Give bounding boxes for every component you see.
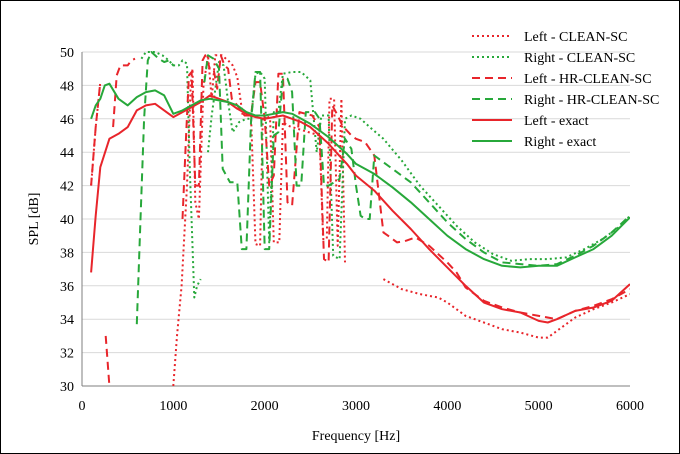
y-tick-label: 36 bbox=[60, 280, 74, 295]
series-line bbox=[90, 94, 630, 324]
series-line bbox=[104, 335, 111, 387]
series-line bbox=[90, 81, 102, 186]
y-tick-label: 46 bbox=[60, 113, 74, 128]
x-tick-label: 5000 bbox=[525, 399, 553, 414]
x-tick-label: 1000 bbox=[159, 399, 187, 414]
legend-label: Left - exact bbox=[524, 114, 589, 129]
x-tick-label: 0 bbox=[79, 399, 86, 414]
series-line bbox=[135, 51, 175, 325]
y-tick-label: 34 bbox=[60, 313, 74, 328]
series-line bbox=[112, 57, 136, 128]
series-line bbox=[203, 54, 630, 267]
y-tick-label: 50 bbox=[60, 46, 74, 61]
series-line bbox=[140, 51, 202, 299]
x-tick-label: 6000 bbox=[616, 399, 644, 414]
legend-label: Left - CLEAN-SC bbox=[524, 30, 627, 45]
y-tick-label: 38 bbox=[60, 246, 74, 261]
legend-label: Right - exact bbox=[524, 135, 596, 150]
series-line bbox=[90, 82, 630, 269]
series-line bbox=[207, 61, 630, 262]
series-line bbox=[172, 54, 346, 387]
series-line bbox=[382, 278, 630, 339]
y-tick-label: 30 bbox=[60, 380, 74, 395]
legend-label: Right - HR-CLEAN-SC bbox=[524, 93, 659, 108]
y-tick-label: 44 bbox=[60, 146, 74, 161]
y-tick-label: 42 bbox=[60, 180, 74, 195]
y-tick-label: 40 bbox=[60, 213, 74, 228]
y-tick-label: 32 bbox=[60, 347, 74, 362]
legend-label: Right - CLEAN-SC bbox=[524, 51, 635, 66]
x-tick-label: 2000 bbox=[251, 399, 279, 414]
x-tick-label: 3000 bbox=[342, 399, 370, 414]
series-line bbox=[181, 54, 630, 321]
y-tick-label: 48 bbox=[60, 79, 74, 94]
y-axis-title: SPL [dB] bbox=[27, 193, 42, 246]
legend-label: Left - HR-CLEAN-SC bbox=[524, 72, 652, 87]
x-axis-title: Frequency [Hz] bbox=[312, 429, 400, 444]
x-tick-label: 4000 bbox=[433, 399, 461, 414]
